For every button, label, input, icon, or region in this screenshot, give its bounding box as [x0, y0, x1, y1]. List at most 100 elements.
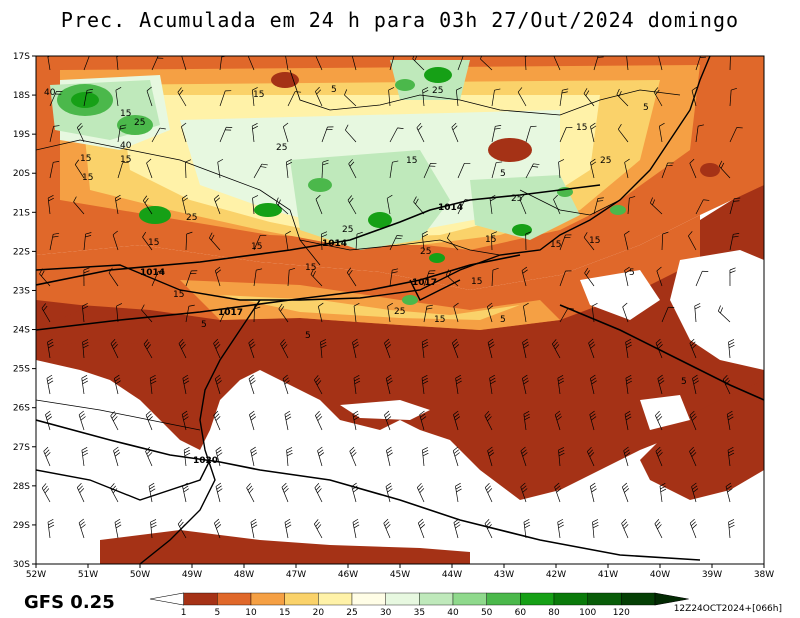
wind-barb: [691, 482, 699, 503]
lat-tick-label: 18S: [13, 91, 30, 101]
contour-label: 25: [394, 307, 405, 317]
contour-label: 40: [120, 141, 132, 151]
precip-field: [36, 56, 764, 564]
wind-barb: [315, 56, 323, 71]
wind-barb: [314, 519, 323, 539]
model-label: GFS 0.25: [24, 592, 115, 613]
wind-barb: [689, 446, 697, 467]
wind-barb: [692, 374, 699, 395]
wind-barb: [621, 518, 629, 539]
wind-barb: [251, 87, 258, 107]
wind-barb: [142, 231, 153, 251]
colorbar-label: 20: [313, 608, 325, 618]
wind-barb: [284, 410, 292, 431]
contour-label: 25: [511, 194, 522, 204]
colorbar-segment: [587, 592, 622, 606]
wind-barb: [484, 519, 493, 539]
lon-tick-label: 44W: [442, 570, 462, 580]
wind-barb: [73, 196, 85, 215]
wind-barb: [559, 307, 574, 323]
contour-label: 5: [681, 377, 687, 387]
contour-labels: 40 15 5 25 5 15 40 15 25 15 15 5 25 25 2…: [44, 85, 687, 387]
wind-barb: [352, 410, 360, 431]
wind-barb: [219, 90, 232, 107]
wind-barb: [452, 338, 460, 359]
lon-tick-label: 50W: [130, 570, 150, 580]
wind-barb: [214, 518, 222, 539]
wind-barb: [416, 123, 425, 143]
wind-barb: [590, 158, 597, 179]
wind-barb: [41, 303, 51, 323]
contour-label: 15: [251, 242, 262, 252]
wind-barb: [384, 338, 392, 359]
lon-tick-label: 43W: [494, 570, 514, 580]
contour-label: 5: [643, 103, 649, 113]
wind-barb: [554, 482, 562, 503]
wind-barb: [249, 410, 257, 431]
wind-barb: [623, 446, 631, 467]
colorbar-segment: [385, 592, 420, 606]
colorbar-label: 120: [613, 608, 630, 618]
wind-barb: [348, 159, 357, 179]
wind-barb: [214, 266, 222, 287]
lat-tick-label: 27S: [13, 443, 30, 453]
wind-barb: [386, 194, 393, 215]
wind-barb: [557, 518, 564, 539]
wind-barb: [688, 231, 697, 251]
wind-barb: [253, 303, 261, 323]
wind-barb: [209, 232, 221, 251]
wind-barb: [114, 194, 122, 215]
wind-barb: [344, 89, 357, 107]
colorbar-label: 100: [579, 608, 596, 618]
colorbar-segment: [284, 592, 319, 606]
wind-barb: [522, 338, 529, 359]
wind-barb: [593, 56, 604, 71]
isobar-labels: 1014 1014 1014 1017 1017 1020: [140, 203, 463, 466]
wind-barb: [557, 374, 565, 395]
wind-barb: [78, 410, 86, 431]
contour-label: 15: [406, 156, 417, 166]
wind-barb: [689, 158, 697, 179]
colorbar-segment: [486, 592, 521, 606]
wind-barb: [624, 158, 630, 179]
colorbar-label: 15: [279, 608, 290, 618]
lat-tick-label: 23S: [13, 286, 30, 296]
wind-barb: [151, 127, 166, 143]
wind-barb: [583, 88, 595, 107]
wind-barb: [213, 194, 221, 215]
wind-barb: [624, 230, 630, 251]
contour-label: 15: [120, 155, 131, 165]
wind-barb: [275, 197, 289, 215]
lon-tick-label: 40W: [650, 570, 670, 580]
colorbar-segment: [250, 592, 285, 606]
wind-barb: [583, 232, 595, 251]
wind-barb: [726, 410, 734, 431]
wind-barb: [661, 306, 675, 323]
wind-barb: [115, 86, 122, 107]
latitude-axis: 17S 18S 19S 20S 21S 22S 23S 24S 25S 26S 27S 28S 29S 3…: [13, 52, 36, 570]
colorbar-segment: [520, 592, 555, 606]
wind-barb: [213, 338, 221, 359]
wind-barb: [116, 303, 123, 323]
wind-barb: [317, 446, 325, 467]
wind-barb: [457, 162, 471, 179]
wind-barb: [622, 302, 629, 323]
wind-barb: [83, 232, 92, 251]
wind-barb: [559, 126, 573, 143]
wind-barb: [183, 447, 191, 467]
wind-barb: [725, 482, 733, 503]
wind-barb: [728, 339, 735, 359]
wind-barb: [353, 375, 361, 395]
wind-barb: [384, 410, 392, 431]
wind-barb: [659, 482, 667, 503]
wind-barb: [141, 304, 153, 323]
lat-tick-label: 22S: [13, 247, 30, 257]
wind-barb: [49, 232, 60, 251]
lon-tick-label: 49W: [182, 570, 202, 580]
wind-barb: [622, 482, 630, 503]
wind-barb: [248, 338, 256, 359]
wind-barb: [553, 194, 561, 215]
wind-barb: [484, 482, 493, 503]
wind-barb: [145, 446, 153, 467]
wind-barb: [215, 446, 223, 467]
